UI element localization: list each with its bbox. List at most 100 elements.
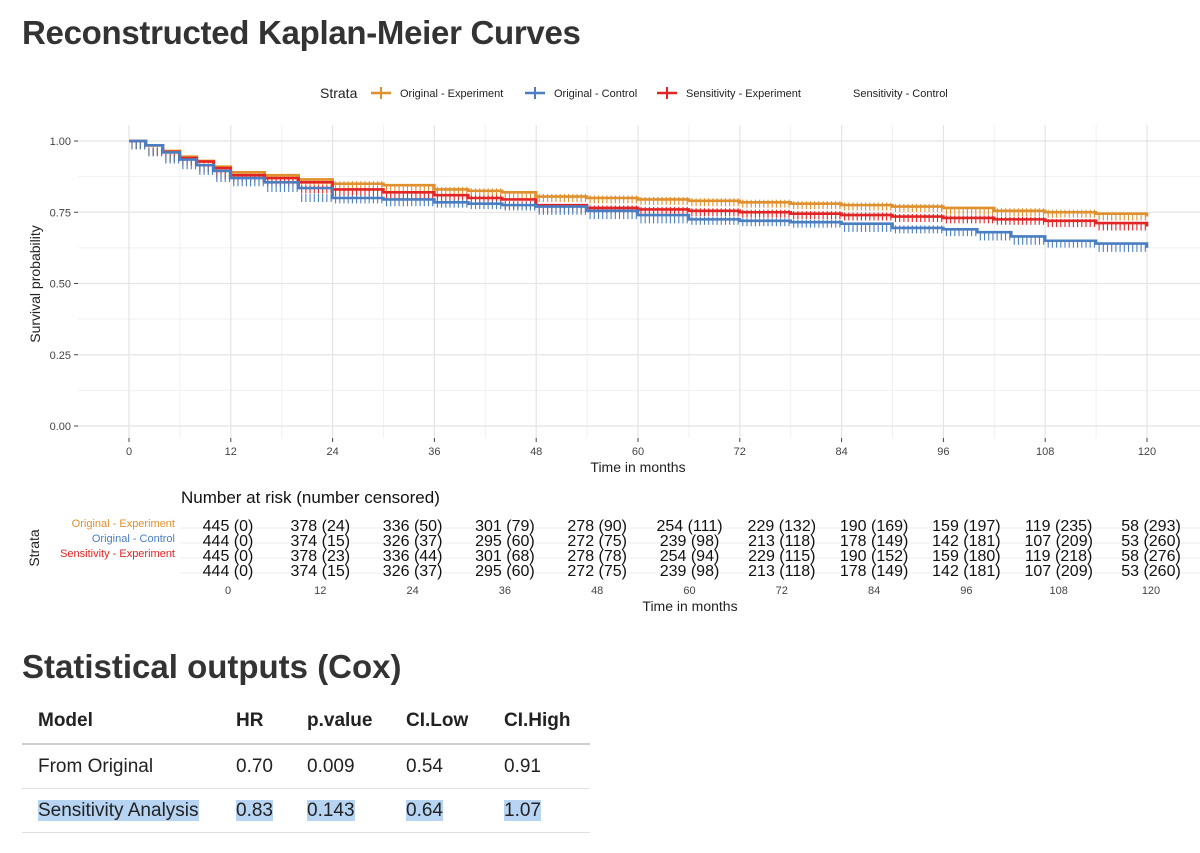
risk-cell: 254 (94) [660, 548, 720, 565]
risk-cell: 213 (118) [748, 533, 815, 550]
legend-label-sens-exp: Sensitivity - Experiment [686, 88, 801, 100]
stats-title: Statistical outputs (Cox) [22, 648, 402, 685]
risk-x-tick-label: 12 [314, 585, 326, 597]
risk-cell: 159 (180) [932, 548, 1001, 565]
risk-cell: 278 (78) [567, 548, 627, 565]
legend-label-orig-ctrl: Original - Control [554, 88, 637, 100]
risk-cell: 254 (111) [656, 518, 722, 535]
col-pvalue: p.value [291, 700, 390, 745]
x-tick-label: 120 [1138, 446, 1156, 458]
y-tick-label: 0.50 [50, 279, 71, 291]
risk-cell: 378 (24) [291, 518, 351, 535]
risk-cell: 159 (197) [932, 518, 1001, 535]
risk-cell: 374 (15) [291, 533, 351, 550]
risk-cell: 336 (50) [383, 518, 443, 535]
cox-header-row: Model HR p.value CI.Low CI.High [22, 700, 590, 745]
legend-item-sens-exp: Sensitivity - Experiment [657, 87, 801, 100]
risk-row-label: Sensitivity - Experiment [60, 548, 175, 560]
risk-x-tick-label: 0 [225, 585, 231, 597]
risk-x-axis-title: Time in months [642, 598, 737, 614]
risk-cell: 278 (90) [567, 518, 627, 535]
risk-cell: 119 (218) [1025, 548, 1092, 565]
risk-cell: 326 (37) [383, 563, 443, 580]
cell-ci-low: 0.54 [406, 756, 443, 777]
table-row-selected: Sensitivity Analysis 0.83 0.143 0.64 1.0… [22, 788, 590, 833]
risk-x-tick-label: 36 [499, 585, 511, 597]
survival-curve-sensitivity-experiment [129, 139, 1149, 227]
risk-cell: 239 (98) [660, 563, 720, 580]
risk-cell: 107 (209) [1024, 533, 1093, 550]
risk-cell: 444 (0) [203, 563, 254, 580]
risk-cell: 119 (235) [1025, 518, 1092, 535]
col-hr: HR [220, 700, 291, 745]
risk-cell: 58 (293) [1121, 518, 1181, 535]
legend-item-orig-exp: Original - Experiment [371, 87, 503, 100]
risk-cell: 190 (152) [840, 548, 909, 565]
x-tick-label: 12 [225, 446, 237, 458]
risk-cell: 374 (15) [291, 563, 351, 580]
risk-x-tick-label: 108 [1050, 585, 1068, 597]
risk-cell: 336 (44) [383, 548, 443, 565]
survival-curves [129, 139, 1149, 252]
risk-row-label: Original - Control [92, 533, 175, 545]
risk-cell: 53 (260) [1121, 563, 1181, 580]
legend: Strata Original - Experiment Original - … [320, 85, 948, 101]
cell-pvalue: 0.009 [307, 756, 355, 777]
risk-x-tick-label: 96 [960, 585, 972, 597]
risk-cell: 142 (181) [932, 533, 1001, 550]
x-tick-label: 72 [734, 446, 746, 458]
risk-cell: 326 (37) [383, 533, 443, 550]
risk-strata-label: Strata [26, 529, 42, 567]
risk-x-tick-label: 48 [591, 585, 603, 597]
risk-cell: 239 (98) [660, 533, 720, 550]
x-tick-label: 108 [1036, 446, 1054, 458]
risk-cell: 213 (118) [748, 563, 815, 580]
risk-cell: 301 (79) [475, 518, 535, 535]
legend-label-orig-exp: Original - Experiment [400, 88, 503, 100]
censor-marks [131, 141, 1146, 252]
risk-cell: 445 (0) [203, 548, 254, 565]
cell-ci-high: 0.91 [504, 756, 541, 777]
col-model: Model [22, 700, 220, 745]
plot-axes: 0 12 24 36 48 60 72 84 96 108 120 0.00 0.25 0.50 0.75 1… [50, 136, 1157, 458]
cell-pvalue: 0.143 [307, 800, 355, 821]
risk-x-tick-label: 72 [776, 585, 788, 597]
legend-item-orig-ctrl: Original - Control [525, 87, 637, 100]
y-tick-label: 1.00 [50, 136, 71, 148]
cell-ci-high: 1.07 [504, 800, 541, 821]
risk-cell: 178 (149) [840, 533, 909, 550]
x-tick-label: 0 [126, 446, 132, 458]
table-row: From Original 0.70 0.009 0.54 0.91 [22, 744, 590, 789]
risk-x-tick-label: 120 [1142, 585, 1160, 597]
risk-cell: 272 (75) [567, 533, 627, 550]
x-tick-label: 48 [530, 446, 542, 458]
risk-cell: 295 (60) [475, 533, 535, 550]
cox-table: Model HR p.value CI.Low CI.High From Ori… [22, 700, 590, 833]
risk-cell: 272 (75) [567, 563, 627, 580]
x-tick-label: 60 [632, 446, 644, 458]
risk-cell: 295 (60) [475, 563, 535, 580]
risk-cell: 229 (115) [748, 548, 815, 565]
risk-cell: 378 (23) [291, 548, 351, 565]
x-tick-label: 36 [428, 446, 440, 458]
risk-x-tick-label: 60 [683, 585, 695, 597]
risk-x-tick-label: 84 [868, 585, 880, 597]
cell-hr: 0.70 [236, 756, 273, 777]
y-axis-title: Survival probability [27, 225, 43, 343]
page-title: Reconstructed Kaplan-Meier Curves [22, 14, 581, 51]
risk-cell: 178 (149) [840, 563, 909, 580]
legend-title: Strata [320, 85, 358, 101]
col-ci-low: CI.Low [390, 700, 488, 745]
x-tick-label: 24 [326, 446, 338, 458]
censor-marks [131, 141, 1146, 221]
cell-hr: 0.83 [236, 800, 273, 821]
y-tick-label: 0.75 [50, 207, 71, 219]
risk-x-tick-label: 24 [406, 585, 418, 597]
risk-cell: 142 (181) [932, 563, 1001, 580]
y-tick-label: 0.00 [50, 421, 71, 433]
risk-cell: 190 (169) [840, 518, 909, 535]
survival-curve-original-control [129, 139, 1149, 248]
risk-table: Original - Experiment 445 (0) 378 (24) 336 … [60, 518, 1200, 597]
col-ci-high: CI.High [488, 700, 590, 745]
risk-cell: 107 (209) [1024, 563, 1093, 580]
